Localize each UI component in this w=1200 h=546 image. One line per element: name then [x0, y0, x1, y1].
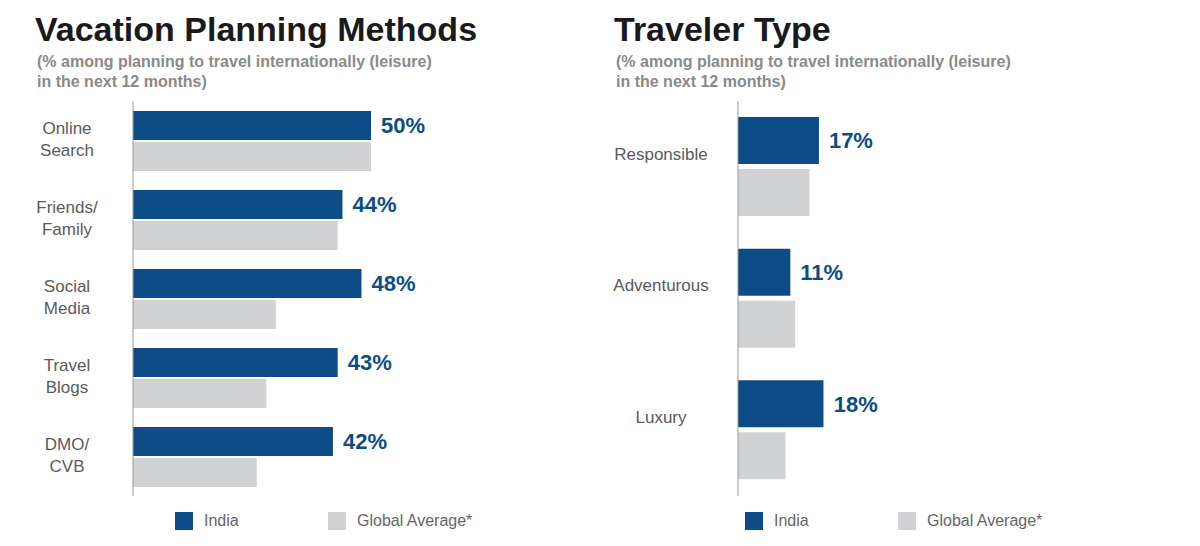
svg-text:18%: 18% [834, 392, 878, 417]
svg-text:Responsible: Responsible [614, 144, 707, 163]
svg-text:44%: 44% [352, 192, 396, 217]
svg-text:TravelBlogs: TravelBlogs [44, 355, 91, 396]
html-text:(% among planning to travel in: (% among planning to travel internationa… [616, 53, 1011, 90]
svg-text:48%: 48% [371, 271, 415, 296]
svg-text:Luxury: Luxury [636, 408, 687, 427]
svg-text:42%: 42% [343, 429, 387, 454]
svg-text:11%: 11% [800, 260, 843, 285]
html-text:India: India [204, 512, 239, 529]
svg-text:43%: 43% [348, 350, 392, 375]
html-text:(% among planning to travel in: (% among planning to travel internationa… [37, 53, 432, 90]
html-text:Global Average*: Global Average* [927, 512, 1043, 529]
svg-text:OnlineSearch: OnlineSearch [40, 118, 94, 159]
svg-text:17%: 17% [829, 128, 873, 153]
html-text:India: India [774, 512, 809, 529]
svg-text:SocialMedia: SocialMedia [44, 276, 91, 317]
svg-text:DMO/CVB: DMO/CVB [45, 434, 90, 475]
svg-text:Adventurous: Adventurous [613, 276, 708, 295]
html-text:Traveler Type: Traveler Type [614, 10, 831, 48]
svg-text:50%: 50% [381, 113, 425, 138]
svg-text:Friends/Family: Friends/Family [36, 197, 98, 238]
html-text:Vacation Planning Methods: Vacation Planning Methods [35, 10, 478, 48]
html-text:Global Average*: Global Average* [357, 512, 473, 529]
